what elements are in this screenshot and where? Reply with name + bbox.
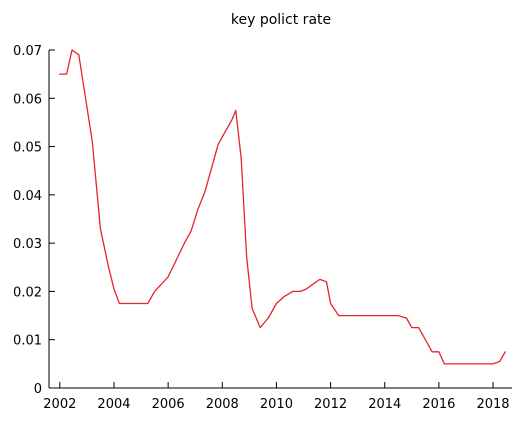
x-tick-label: 2012	[314, 397, 347, 412]
y-tick-label: 0.03	[13, 237, 42, 252]
chart-title: key polict rate	[231, 12, 331, 28]
y-tick-label: 0.05	[13, 141, 42, 156]
x-tick-label: 2002	[43, 397, 76, 412]
x-tick-label: 2006	[152, 397, 185, 412]
y-tick-label: 0.04	[13, 189, 42, 204]
series-layer	[59, 49, 506, 365]
x-tick-label: 2016	[422, 397, 455, 412]
tick-marks	[49, 49, 494, 389]
series-line-0	[59, 49, 506, 365]
y-tick-label: 0.01	[13, 334, 42, 349]
x-tick-label: 2004	[97, 397, 130, 412]
y-tick-label: 0	[34, 382, 42, 397]
tick-labels: 0 0.01 0.02 0.03 0.04 0.05 0.06 0.07 2002 2004 200…	[13, 44, 510, 412]
y-tick-label: 0.06	[13, 92, 42, 107]
y-tick-label: 0.02	[13, 285, 42, 300]
y-tick-label: 0.07	[13, 44, 42, 59]
x-tick-label: 2018	[476, 397, 509, 412]
axes	[48, 50, 512, 389]
x-tick-label: 2010	[260, 397, 293, 412]
x-tick-label: 2008	[206, 397, 239, 412]
x-tick-label: 2014	[368, 397, 401, 412]
